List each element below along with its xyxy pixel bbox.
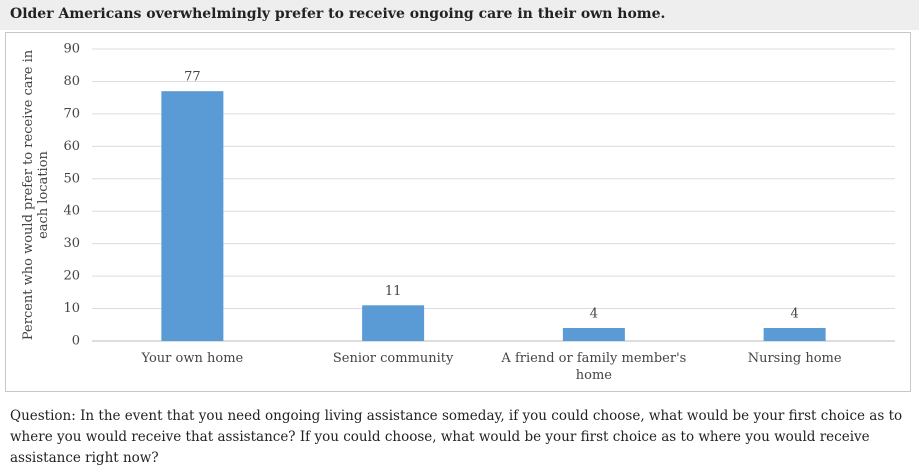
x-tick-label: Nursing home bbox=[747, 351, 842, 366]
chart: 0 10 20 30 40 50 60 70 80 90 77 11 4 4 bbox=[63, 42, 895, 349]
question-note: Question: In the event that you need ong… bbox=[10, 408, 903, 466]
y-tick-label: 30 bbox=[63, 236, 80, 251]
x-tick-label: Your own home bbox=[141, 351, 244, 366]
bar bbox=[362, 305, 425, 341]
y-tick-label: 50 bbox=[63, 171, 80, 186]
title-bar bbox=[0, 0, 919, 30]
y-tick-label: 10 bbox=[63, 301, 80, 316]
bar bbox=[562, 328, 625, 341]
data-label: 77 bbox=[184, 70, 201, 85]
y-tick-label: 60 bbox=[63, 139, 80, 154]
y-tick-label: 20 bbox=[63, 269, 80, 284]
y-tick-label: 70 bbox=[63, 106, 80, 121]
y-tick-label: 80 bbox=[63, 74, 80, 89]
data-label: 4 bbox=[590, 307, 598, 322]
y-tick-label: 0 bbox=[72, 334, 80, 349]
chart-frame bbox=[5, 32, 911, 392]
bar bbox=[763, 328, 826, 341]
y-tick-label: 90 bbox=[63, 42, 80, 57]
data-label: 4 bbox=[790, 307, 798, 322]
chart-title: Older Americans overwhelmingly prefer to… bbox=[10, 6, 666, 22]
x-tick-label: Senior community bbox=[332, 351, 454, 366]
bar bbox=[161, 91, 224, 341]
data-label: 11 bbox=[385, 284, 402, 299]
x-tick-label: A friend or family member's home bbox=[501, 351, 687, 383]
y-tick-label: 40 bbox=[63, 204, 80, 219]
y-axis-title: Percent who would prefer to receive care… bbox=[21, 49, 51, 341]
